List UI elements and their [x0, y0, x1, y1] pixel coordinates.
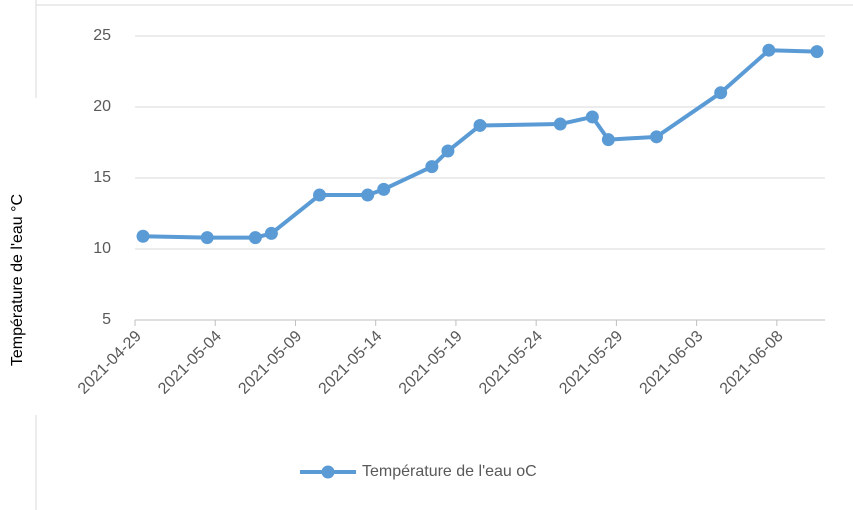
point: [248, 231, 262, 245]
series-line: [142, 48, 818, 240]
point: [553, 117, 567, 131]
point: [601, 133, 615, 147]
point: [810, 45, 824, 59]
point: [585, 110, 599, 124]
y-axis-label: Température de l'eau °C: [9, 194, 26, 366]
point: [441, 144, 455, 158]
point: [200, 231, 214, 245]
point: [264, 226, 278, 240]
y-tick-label: 10: [93, 240, 111, 257]
x-tick-label: 2021-05-04: [155, 328, 225, 398]
x-tick-label: 2021-05-09: [235, 328, 305, 398]
point: [473, 118, 487, 132]
y-tick-label: 25: [93, 27, 111, 44]
point: [377, 182, 391, 196]
point: [425, 160, 439, 174]
x-tick-label: 2021-05-19: [396, 328, 466, 398]
x-tick-label: 2021-06-08: [717, 328, 787, 398]
y-tick-label: 5: [102, 311, 111, 328]
y-tick-label: 15: [93, 169, 111, 186]
legend-label: Température de l'eau oC: [362, 463, 537, 480]
legend-marker: [321, 465, 335, 479]
x-tick-label: 2021-04-29: [75, 328, 145, 398]
point: [313, 188, 327, 202]
x-tick-label: 2021-06-03: [637, 328, 707, 398]
x-tick-label: 2021-05-24: [476, 328, 546, 398]
x-tick-label: 2021-05-14: [316, 328, 386, 398]
point: [650, 130, 664, 144]
y-tick-label: 20: [93, 98, 111, 115]
point: [762, 43, 776, 57]
point: [136, 229, 150, 243]
point: [361, 188, 375, 202]
point: [714, 86, 728, 100]
x-tick-label: 2021-05-29: [556, 328, 626, 398]
